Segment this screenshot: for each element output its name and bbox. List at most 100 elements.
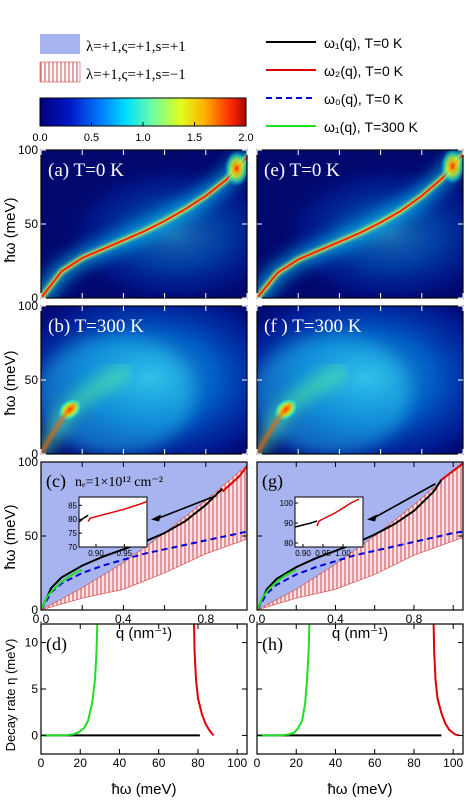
colorbar-tick-label: 0.0 xyxy=(32,132,47,144)
legend-label-spm: λ=+1,ς=+1,s=−1 xyxy=(86,67,186,83)
ytick-label: 100 xyxy=(18,143,38,157)
series-line xyxy=(257,569,297,610)
inset-xtick-label: 1.00 xyxy=(335,549,351,558)
inset-frame xyxy=(294,496,364,548)
ylabel-decay: Decay rate η (meV) xyxy=(3,639,18,752)
inset-line-omega2 xyxy=(316,498,360,527)
ytick-label: 5 xyxy=(31,682,38,696)
legend: λ=+1,ς=+1,s=+1 λ=+1,ς=+1,s=−1 ω₁(q), T=0… xyxy=(39,34,419,135)
xtick-label: 60 xyxy=(152,756,166,770)
ytick-label: 50 xyxy=(25,217,39,231)
inset-arrow xyxy=(370,483,436,521)
inset-xtick-label: 0.90 xyxy=(88,549,104,558)
inset-g: 0.90 0.95 1.00 80 90 100 xyxy=(280,483,436,558)
xtick-label: 40 xyxy=(113,756,127,770)
region-spm xyxy=(41,464,247,610)
inset-ytick-label: 80 xyxy=(284,539,293,548)
panel-label-a: (a) T=0 K xyxy=(48,160,124,181)
colorbar-tick-label: 0.5 xyxy=(84,132,99,144)
legend-swatch-spm xyxy=(39,61,81,83)
series-line xyxy=(41,530,247,610)
colorbar-tick-label: 2.0 xyxy=(238,132,253,144)
inset-ytick-label: 85 xyxy=(68,501,77,510)
panel-label-b: (b) T=300 K xyxy=(48,316,144,337)
ytick-label: 0 xyxy=(31,603,38,617)
series-line xyxy=(41,569,83,610)
xtick-label: 0.4 xyxy=(115,612,132,626)
inset-line-omega1 xyxy=(294,520,318,528)
inset-arrow xyxy=(154,494,217,521)
panel-label-h: (h) xyxy=(262,634,283,655)
legend-label-spp: λ=+1,ς=+1,s=+1 xyxy=(86,39,186,55)
xlabel-omega-d: ħω (meV) xyxy=(111,781,176,798)
inset-ytick-label: 70 xyxy=(68,543,77,552)
ytick-label: 0 xyxy=(31,291,38,305)
panel-label-e: (e) T=0 K xyxy=(264,160,340,181)
xtick-label: 0 xyxy=(38,756,45,770)
xtick-label: 0.8 xyxy=(197,612,214,626)
ytick-label: 100 xyxy=(18,299,38,313)
legend-label-omega1-300K: ω₁(q), T=300 K xyxy=(324,119,419,135)
ylabel-omega-top: ħω (meV) xyxy=(2,197,19,262)
inset-ytick-label: 75 xyxy=(68,529,77,538)
colorbar-ticks: 0.0 0.5 1.0 1.5 2.0 xyxy=(32,122,254,144)
legend-swatch-spp xyxy=(40,34,80,54)
ytick-label: 10 xyxy=(25,636,39,650)
panel-label-d: (d) xyxy=(46,634,67,655)
colorbar: 0.0 0.5 1.0 1.5 2.0 xyxy=(32,97,254,144)
inset-ytick-label: 80 xyxy=(68,515,77,524)
xlabel-omega-h: ħω (meV) xyxy=(327,781,392,798)
colorbar-tick-label: 1.5 xyxy=(187,132,202,144)
inset-line-omega1 xyxy=(78,514,89,523)
panel-label-g: (g) xyxy=(262,471,283,492)
inset-c: 0.90 0.95 70 75 80 85 xyxy=(68,494,217,558)
inset-xtick-label: 0.90 xyxy=(295,549,311,558)
inset-xtick-label: 0.95 xyxy=(117,549,133,558)
panel-e-heatmap xyxy=(257,150,463,298)
series-line xyxy=(41,487,224,610)
xlabel-q-c: q (nm⁻¹) xyxy=(116,625,172,642)
xtick-label: 40 xyxy=(329,756,343,770)
ylabel-omega-mid: ħω (meV) xyxy=(2,350,19,415)
xtick-label: 100 xyxy=(227,756,247,770)
xtick-label: 80 xyxy=(191,756,205,770)
xtick-label: 0 xyxy=(254,756,261,770)
xtick-label: 0.4 xyxy=(327,612,344,626)
xtick-label: 20 xyxy=(290,756,304,770)
inset-line-omega2 xyxy=(87,500,148,522)
legend-label-omega2-0K: ω₂(q), T=0 K xyxy=(324,63,404,79)
xtick-label: 20 xyxy=(74,756,88,770)
panel-b-heatmap xyxy=(41,306,247,454)
panel-h-plot xyxy=(257,624,460,737)
series-line xyxy=(440,462,463,481)
decay-series-line xyxy=(41,624,99,737)
xtick-label: 0.0 xyxy=(33,612,50,626)
colorbar-gradient xyxy=(39,97,247,127)
panel-d-plot xyxy=(41,624,215,737)
inset-xtick-label: 0.95 xyxy=(315,549,331,558)
legend-label-omega1-0K: ω₁(q), T=0 K xyxy=(324,35,403,51)
xtick-label: 100 xyxy=(443,756,463,770)
inset-ytick-label: 90 xyxy=(284,519,293,528)
panel-a-heatmap xyxy=(41,150,247,298)
ytick-label: 0 xyxy=(31,728,38,742)
colorbar-tick-label: 1.0 xyxy=(135,132,150,144)
series-line xyxy=(257,530,463,610)
inset-arrowhead xyxy=(367,514,377,522)
ytick-label: 0 xyxy=(31,447,38,461)
xlabel-q-g: q (nm⁻¹) xyxy=(332,625,388,642)
decay-series-line xyxy=(432,624,460,737)
panel-label-f: (f ) T=300 K xyxy=(264,316,362,337)
legend-label-omega0-0K: ω₀(q), T=0 K xyxy=(324,91,404,107)
region-spm xyxy=(257,462,463,610)
ytick-label: 100 xyxy=(18,455,38,469)
xtick-label: 80 xyxy=(407,756,421,770)
ylabel-omega-c: ħω (meV) xyxy=(2,504,19,569)
panel-f-heatmap xyxy=(257,306,463,454)
decay-series-line xyxy=(257,624,311,737)
ytick-label: 50 xyxy=(25,529,39,543)
decay-series-line xyxy=(193,624,215,737)
xtick-label: 0.0 xyxy=(249,612,266,626)
